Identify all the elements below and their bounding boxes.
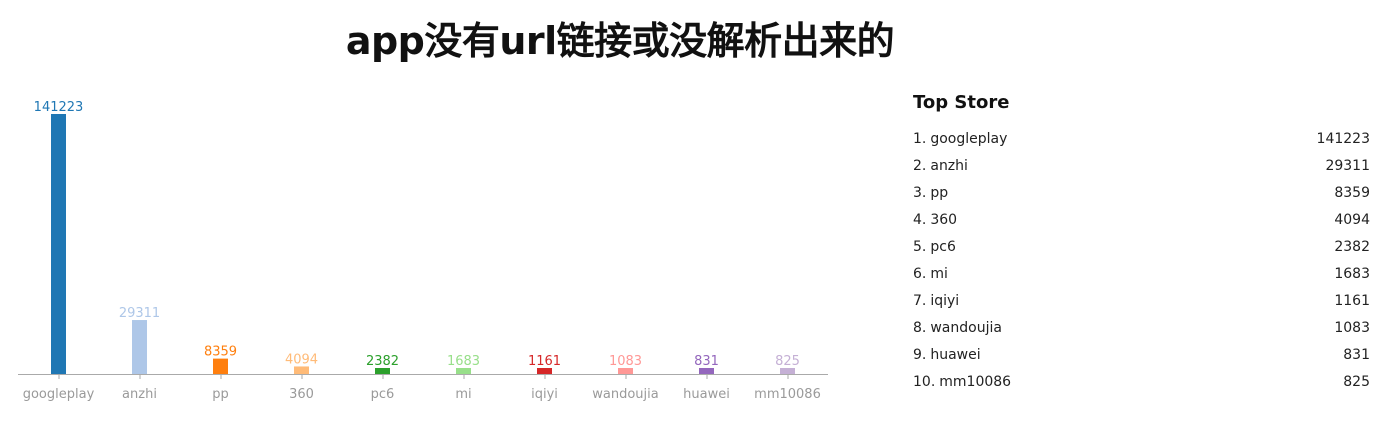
data-label: 141223 xyxy=(34,100,84,115)
x-tick-label: huawei xyxy=(683,387,730,402)
x-tick-label: mm10086 xyxy=(754,387,821,402)
store-label: mi xyxy=(930,266,948,282)
store-rank: 6. xyxy=(913,266,927,282)
data-label: 1083 xyxy=(609,354,642,369)
data-label: 1683 xyxy=(447,354,480,369)
x-tick-label: iqiyi xyxy=(531,387,558,402)
store-name: 3. pp xyxy=(913,180,948,207)
list-item: 10. mm10086 825 xyxy=(913,369,1370,396)
store-count: 2382 xyxy=(1334,239,1370,255)
data-label: 825 xyxy=(775,354,800,369)
store-label: pp xyxy=(930,185,949,201)
data-label: 29311 xyxy=(119,306,160,321)
store-label: mm10086 xyxy=(939,374,1012,390)
bar xyxy=(456,368,471,374)
list-item: 8. wandoujia 1083 xyxy=(913,315,1370,342)
list-item: 9. huawei 831 xyxy=(913,342,1370,369)
list-item: 3. pp 8359 xyxy=(913,180,1370,207)
chart-title: app没有url链接或没解析出来的 xyxy=(345,19,895,63)
bar xyxy=(537,368,552,374)
store-count: 1161 xyxy=(1334,293,1370,309)
store-rank: 3. xyxy=(913,185,927,201)
x-tick-label: anzhi xyxy=(122,387,157,402)
store-name: 5. pc6 xyxy=(913,234,956,261)
list-item: 1. googleplay 141223 xyxy=(913,126,1370,153)
store-count: 825 xyxy=(1343,374,1370,390)
bar xyxy=(618,368,633,374)
top-store-heading: Top Store xyxy=(913,92,1010,113)
bar xyxy=(213,358,228,374)
top-store-list: 1. googleplay 141223 2. anzhi 29311 3. pp 8… xyxy=(913,126,1370,396)
store-label: iqiyi xyxy=(930,293,960,309)
x-tick-label: mi xyxy=(455,387,471,402)
top-store-panel: Top Store 1. googleplay 141223 2. anzhi 29… xyxy=(913,92,1370,396)
store-count: 141223 xyxy=(1316,131,1370,147)
store-label: pc6 xyxy=(930,239,956,255)
data-label: 2382 xyxy=(366,354,399,369)
store-label: anzhi xyxy=(930,158,968,174)
store-label: 360 xyxy=(930,212,958,228)
store-rank: 8. xyxy=(913,320,927,336)
store-name: 6. mi xyxy=(913,261,948,288)
store-count: 29311 xyxy=(1325,158,1370,174)
list-item: 7. iqiyi 1161 xyxy=(913,288,1370,315)
store-label: googleplay xyxy=(930,131,1008,147)
store-label: wandoujia xyxy=(930,320,1002,336)
store-name: 2. anzhi xyxy=(913,153,968,180)
store-name: 10. mm10086 xyxy=(913,369,1011,396)
list-item: 6. mi 1683 xyxy=(913,261,1370,288)
store-name: 7. iqiyi xyxy=(913,288,959,315)
store-name: 9. huawei xyxy=(913,342,981,369)
x-tick-label: 360 xyxy=(289,387,314,402)
x-tick-label: wandoujia xyxy=(592,387,658,402)
store-count: 1083 xyxy=(1334,320,1370,336)
data-label: 1161 xyxy=(528,354,561,369)
store-rank: 2. xyxy=(913,158,927,174)
x-tick-label: pp xyxy=(212,387,229,402)
list-item: 5. pc6 2382 xyxy=(913,234,1370,261)
store-rank: 5. xyxy=(913,239,927,255)
store-name: 8. wandoujia xyxy=(913,315,1002,342)
store-name: 4. 360 xyxy=(913,207,957,234)
bar xyxy=(51,114,66,374)
x-tick-label: pc6 xyxy=(371,387,395,402)
bar xyxy=(375,368,390,374)
data-label: 8359 xyxy=(204,345,237,360)
bar xyxy=(132,320,147,374)
bar xyxy=(294,366,309,374)
bar xyxy=(699,368,714,374)
store-count: 831 xyxy=(1343,347,1370,363)
bar-chart: 141223 googleplay 29311 anzhi 8359 pp 4094 360 2… xyxy=(18,100,828,402)
x-tick-label: googleplay xyxy=(23,387,95,402)
list-item: 4. 360 4094 xyxy=(913,207,1370,234)
store-rank: 10. xyxy=(913,374,936,390)
store-count: 4094 xyxy=(1334,212,1370,228)
store-rank: 1. xyxy=(913,131,927,147)
bar xyxy=(780,368,795,374)
store-rank: 9. xyxy=(913,347,927,363)
data-label: 831 xyxy=(694,354,719,369)
store-name: 1. googleplay xyxy=(913,126,1007,153)
store-rank: 4. xyxy=(913,212,927,228)
store-count: 1683 xyxy=(1334,266,1370,282)
store-count: 8359 xyxy=(1334,185,1370,201)
store-label: huawei xyxy=(930,347,981,363)
list-item: 2. anzhi 29311 xyxy=(913,153,1370,180)
data-label: 4094 xyxy=(285,352,318,367)
store-rank: 7. xyxy=(913,293,927,309)
